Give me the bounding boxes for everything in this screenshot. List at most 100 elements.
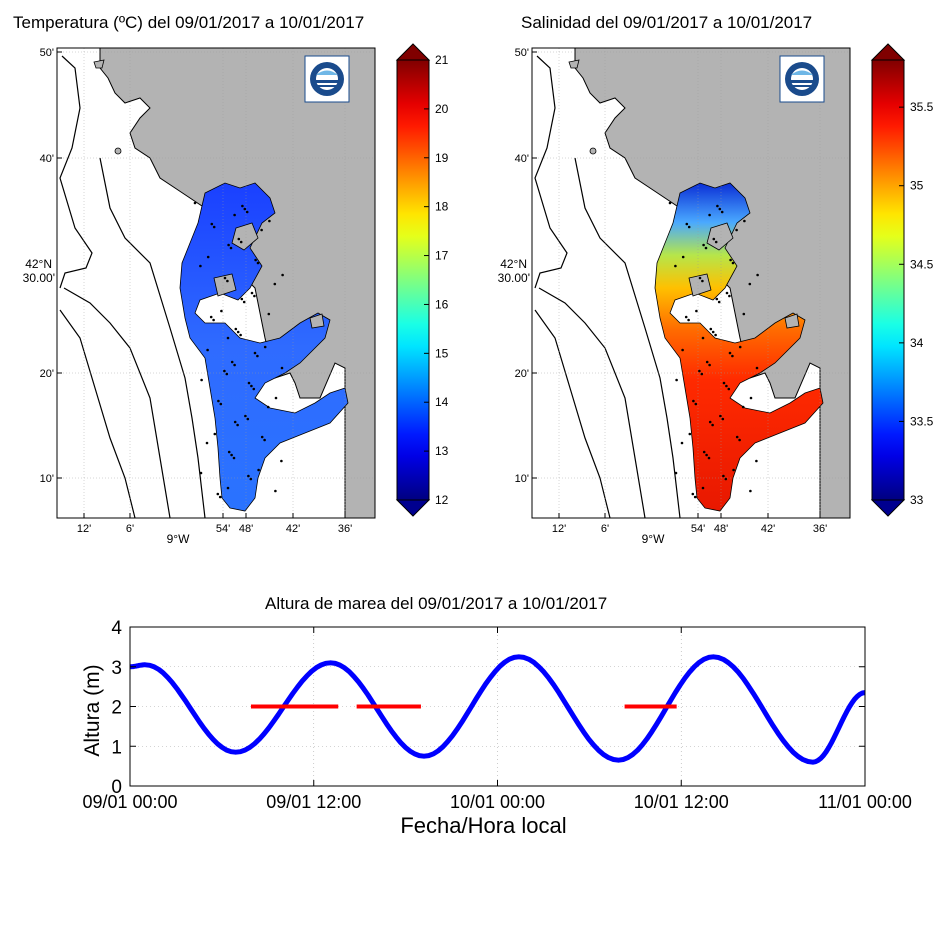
depth-contour [59, 55, 93, 289]
station-dot [675, 378, 678, 382]
station-dot [711, 330, 715, 334]
station-dot [702, 243, 705, 247]
station-dot [246, 417, 250, 421]
x-tick-label: 11/01 00:00 [818, 792, 912, 812]
colorbar [871, 59, 905, 501]
station-dot [244, 414, 247, 418]
station-dot [254, 258, 257, 262]
lon-main-label: 9°W [642, 532, 665, 546]
station-dot [738, 345, 742, 349]
inner-island [688, 273, 712, 297]
station-dot [668, 201, 672, 205]
station-dot [674, 264, 677, 268]
station-dot [693, 495, 697, 499]
station-dot [742, 312, 746, 316]
temperature-map-title: Temperatura (ºC) del 09/01/2017 a 10/01/… [13, 13, 365, 32]
station-dot [681, 348, 684, 352]
island [568, 59, 580, 69]
island [589, 147, 597, 155]
station-dot [755, 459, 758, 463]
station-dot [725, 384, 728, 388]
salinity-map: 50' 40' 20' 10' 42°N30.00' 12' 6' 54' 48' 42' 36' 9… [498, 43, 934, 546]
station-dot [720, 210, 724, 214]
lon-tick-label: 6' [601, 523, 609, 535]
colorbar-tick-label: 16 [435, 297, 449, 311]
station-dot [247, 381, 251, 385]
station-dot [233, 213, 236, 217]
station-dot [756, 273, 759, 277]
station-dot [688, 432, 692, 436]
station-dot [220, 309, 223, 313]
lat-tick-label: 50' [515, 47, 529, 59]
lon-tick-label: 12' [77, 523, 91, 535]
colorbar-max-arrow [395, 43, 431, 61]
station-dot [200, 378, 203, 382]
y-tick-label: 4 [111, 618, 122, 639]
station-dot [268, 219, 271, 223]
station-dot [708, 213, 711, 217]
station-dot [227, 243, 230, 247]
depth-contour [534, 309, 611, 519]
station-dot [694, 402, 698, 406]
station-dot [263, 438, 266, 442]
station-dot [724, 477, 728, 481]
colorbar-tick-label: 12 [435, 493, 449, 507]
station-dot [212, 318, 215, 322]
station-dot [266, 405, 270, 409]
station-dot [233, 363, 236, 367]
inner-island [213, 273, 237, 297]
station-dot [257, 468, 260, 472]
colorbar-max-arrow [870, 43, 906, 61]
station-dot [718, 207, 722, 211]
station-dot [700, 372, 704, 376]
station-dot [216, 492, 220, 496]
colorbar-tick-label: 35.5 [910, 100, 934, 114]
colorbar-tick-label: 13 [435, 444, 449, 458]
lon-tick-label: 12' [552, 523, 566, 535]
station-dot [273, 282, 277, 286]
station-dot [692, 399, 695, 403]
station-dot [728, 294, 731, 298]
station-dot [193, 201, 197, 205]
colorbar-tick-label: 20 [435, 102, 449, 116]
x-tick-label: 09/01 12:00 [266, 792, 361, 812]
y-tick-label: 1 [111, 737, 122, 758]
station-dot [749, 489, 752, 493]
station-dot [691, 492, 695, 496]
lon-main-label: 9°W [167, 532, 190, 546]
station-dot [731, 261, 735, 265]
y-tick-label: 0 [111, 777, 122, 798]
station-dot [260, 228, 263, 232]
colorbar-tick-label: 34 [910, 336, 924, 350]
station-dot [714, 240, 718, 244]
station-dot [695, 309, 698, 313]
lat-main-label: 42°N [500, 257, 527, 271]
station-dot [721, 417, 725, 421]
station-dot [236, 423, 239, 427]
y-tick-label: 3 [111, 658, 122, 679]
station-dot [728, 351, 732, 355]
lat-tick-label: 20' [515, 368, 529, 380]
station-dot [722, 474, 725, 478]
map-frame [531, 47, 851, 519]
station-dot [712, 237, 716, 241]
x-tick-label: 10/01 12:00 [634, 792, 729, 812]
station-dot [206, 255, 210, 259]
station-dot [701, 279, 704, 283]
x-axis-label: Fecha/Hora local [400, 813, 566, 838]
station-dot [687, 318, 690, 322]
station-dot [252, 387, 256, 391]
station-dot [687, 225, 691, 229]
colorbar-tick-label: 34.5 [910, 257, 934, 271]
station-dot [749, 396, 753, 400]
station-dot [263, 345, 267, 349]
station-dot [253, 294, 256, 298]
station-dot [708, 420, 712, 424]
station-dot [727, 387, 731, 391]
lon-tick-label: 54' [691, 523, 705, 535]
tide-chart: 0 1 2 3 4 09/01 00:00 09/01 12:00 10/01 00:00 10… [81, 618, 912, 838]
station-dot [685, 222, 689, 226]
lat-tick-label: 10' [40, 473, 54, 485]
station-dot [274, 489, 277, 493]
station-dot [226, 486, 230, 490]
